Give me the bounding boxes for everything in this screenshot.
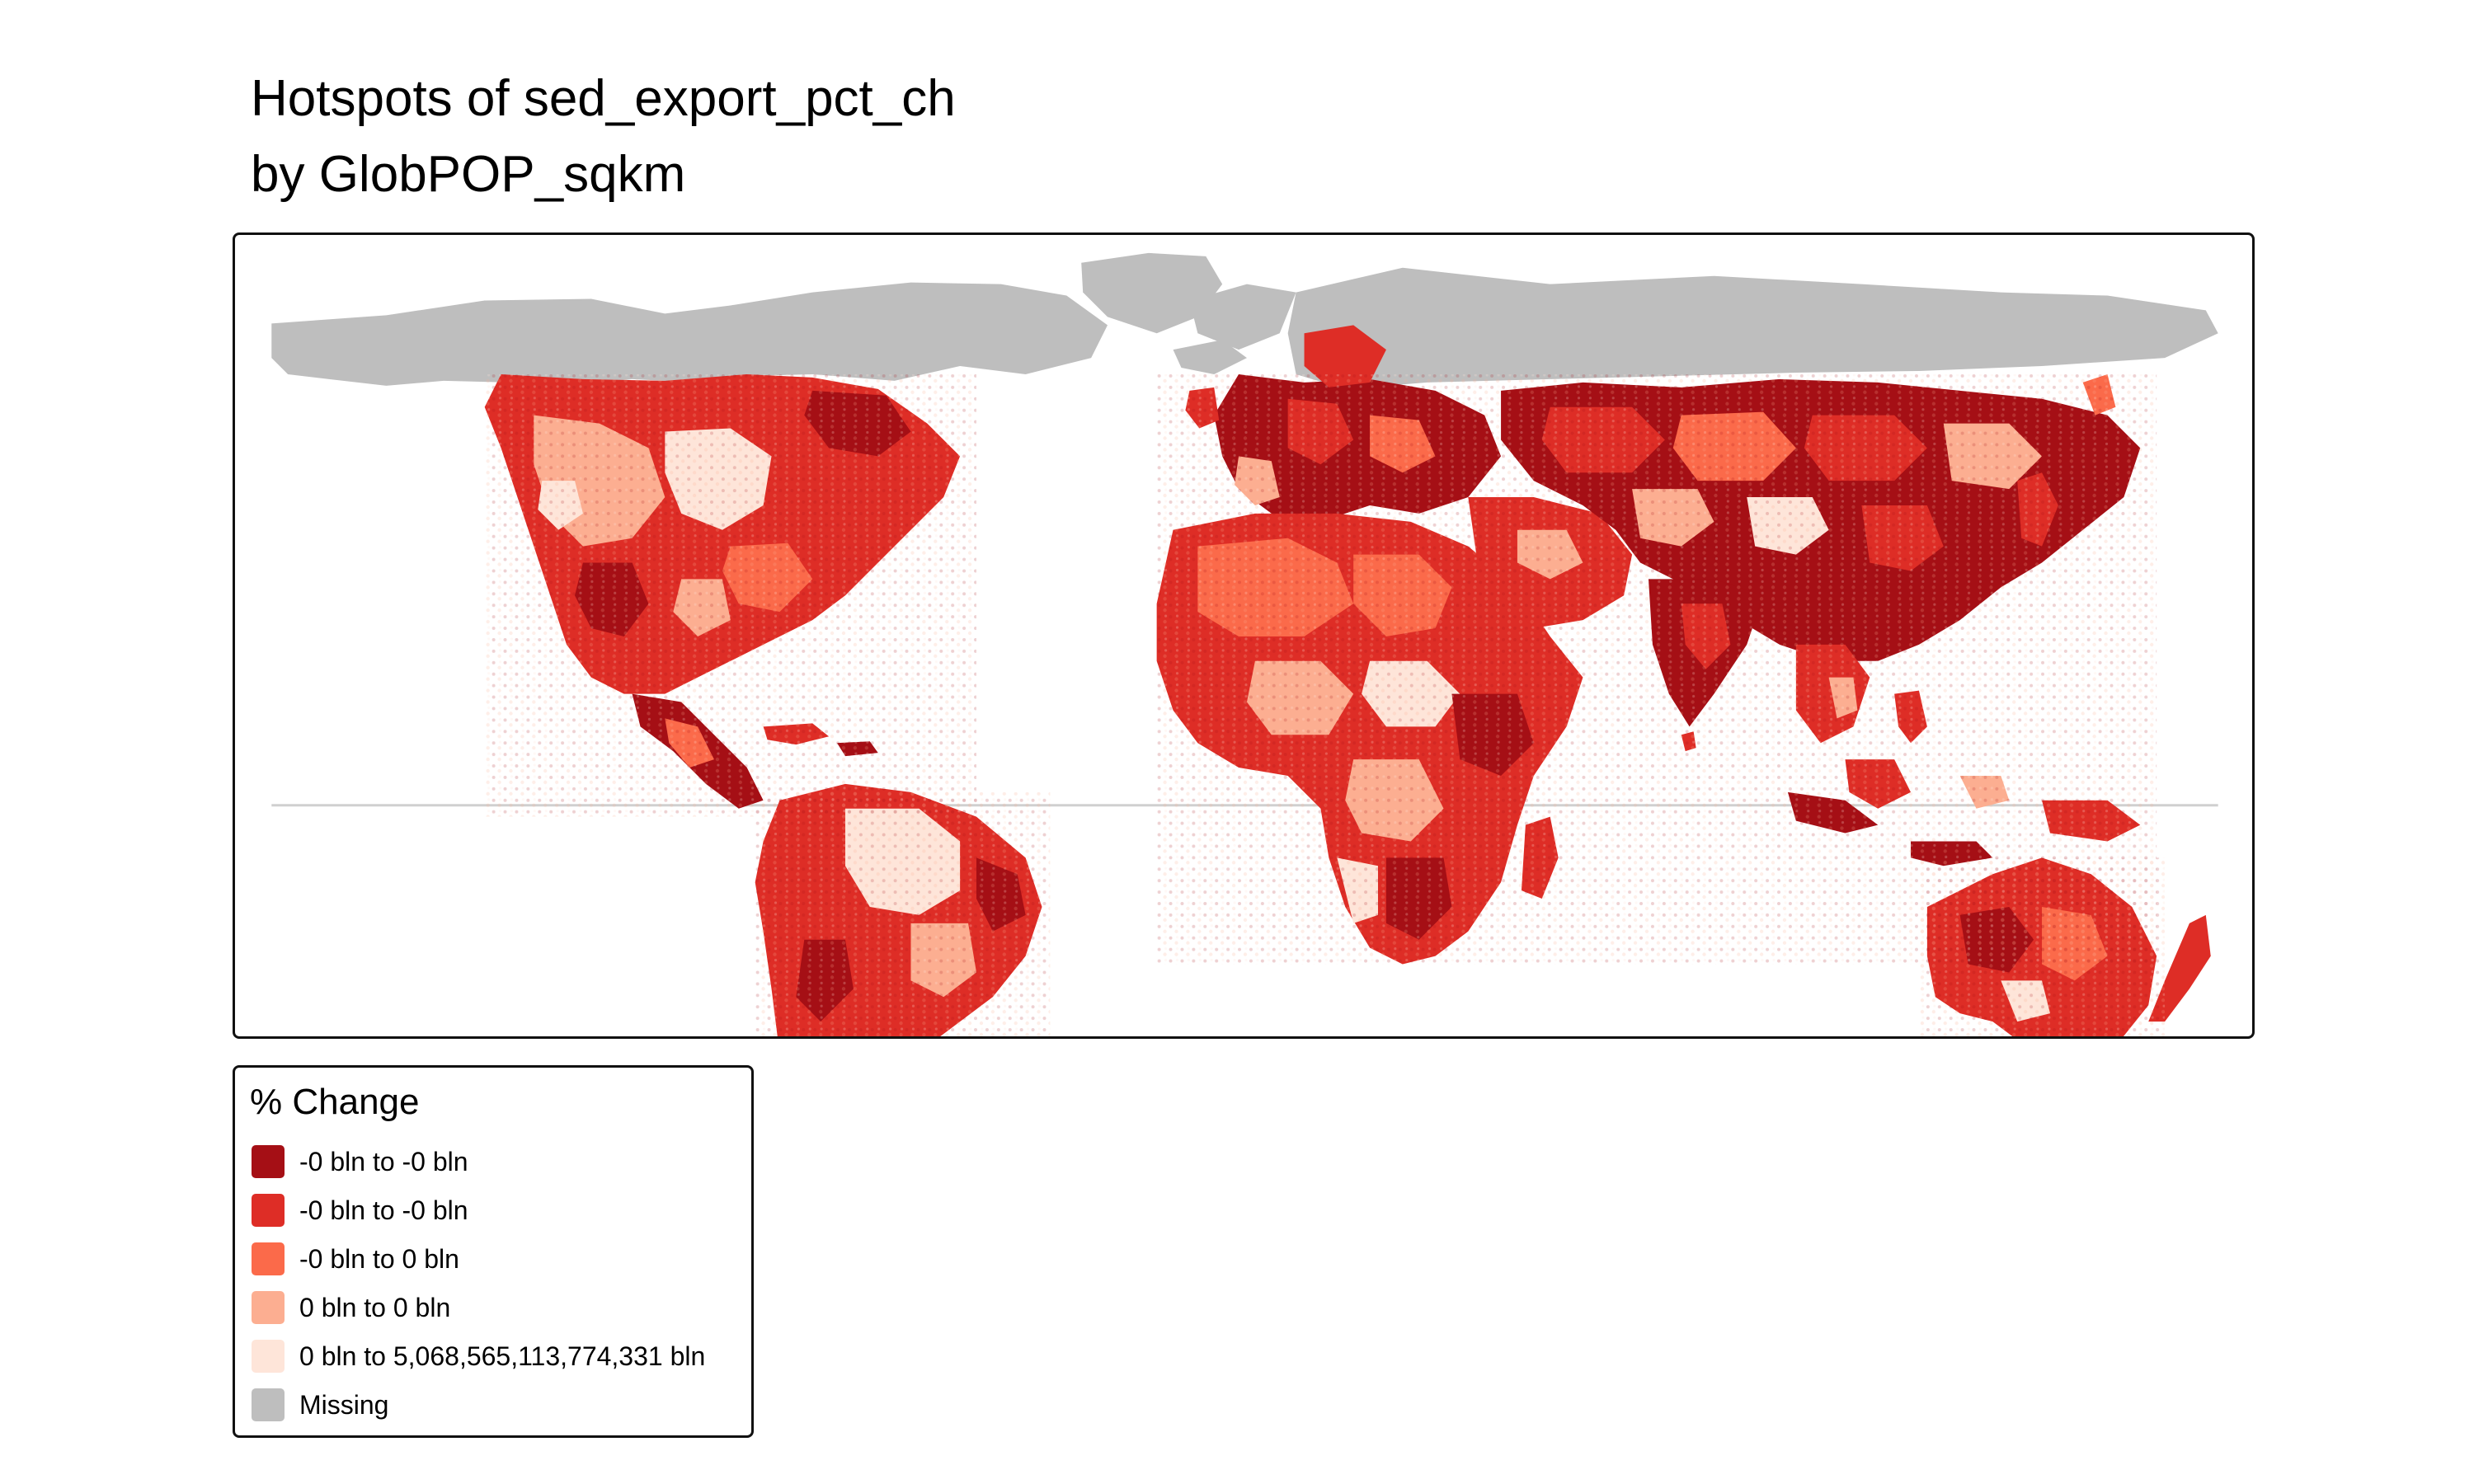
world-map [271,252,2218,1036]
legend-label: -0 bln to -0 bln [299,1195,468,1225]
legend-item: Missing [252,1380,705,1429]
legend-label: -0 bln to -0 bln [299,1146,468,1176]
legend-swatch [252,1290,285,1324]
legend-items: -0 bln to -0 bln -0 bln to -0 bln -0 bln t… [252,1137,705,1429]
legend-swatch [252,1193,285,1227]
legend-item: 0 bln to 0 bln [252,1283,705,1331]
legend-label: -0 bln to 0 bln [299,1243,459,1274]
legend-swatch [252,1242,285,1275]
legend-label: 0 bln to 5,068,565,113,774,331 bln [299,1341,706,1371]
legend-item: -0 bln to -0 bln [252,1186,705,1234]
legend-swatch [252,1388,285,1421]
title-line-1: Hotspots of sed_export_pct_ch [251,70,956,127]
title-line-2: by GlobPOP_sqkm [251,146,686,203]
map-title: Hotspots of sed_export_pct_ch by GlobPOP… [251,61,956,213]
legend-label: Missing [299,1389,389,1420]
legend-item: -0 bln to -0 bln [252,1137,705,1186]
texture-overlay [484,373,2166,1036]
legend-item: 0 bln to 5,068,565,113,774,331 bln [252,1331,705,1380]
legend: % Change -0 bln to -0 bln -0 bln to -0 bl… [233,1065,754,1438]
legend-swatch [252,1339,285,1373]
map-panel[interactable] [233,232,2255,1039]
legend-title: % Change [250,1082,420,1122]
legend-item: -0 bln to 0 bln [252,1234,705,1283]
legend-label: 0 bln to 0 bln [299,1292,451,1322]
legend-swatch [252,1144,285,1178]
